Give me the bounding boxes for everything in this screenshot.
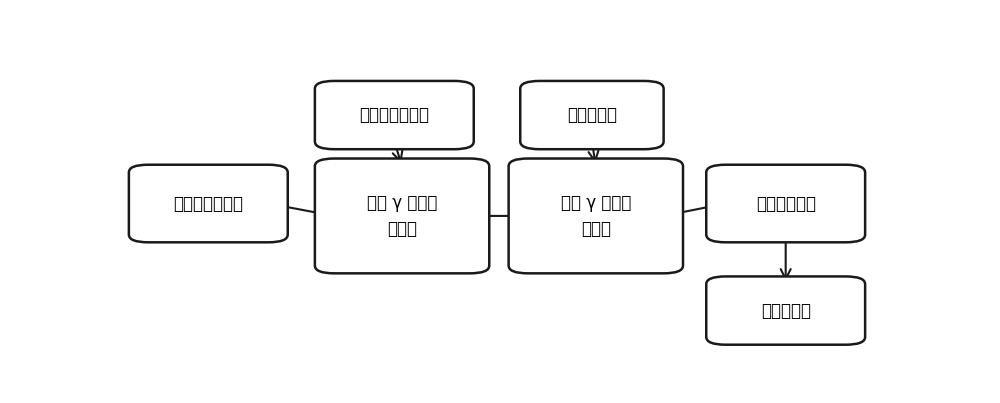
FancyBboxPatch shape: [706, 276, 865, 345]
Text: 一级 γ 型管式
反应器: 一级 γ 型管式 反应器: [367, 194, 437, 238]
Text: 酯化定容液: 酯化定容液: [567, 106, 617, 124]
FancyBboxPatch shape: [315, 158, 489, 273]
Text: 去高温反应: 去高温反应: [761, 301, 811, 320]
FancyBboxPatch shape: [129, 165, 288, 242]
FancyBboxPatch shape: [706, 165, 865, 242]
FancyBboxPatch shape: [520, 81, 664, 149]
Text: 搪玻璃反应釜: 搪玻璃反应釜: [756, 195, 816, 212]
Text: 氯化亚砜缓冲槽: 氯化亚砜缓冲槽: [173, 195, 243, 212]
Text: 三氯乙烷缓冲槽: 三氯乙烷缓冲槽: [359, 106, 429, 124]
Text: 二级 γ 型管式
反应器: 二级 γ 型管式 反应器: [561, 194, 631, 238]
FancyBboxPatch shape: [509, 158, 683, 273]
FancyBboxPatch shape: [315, 81, 474, 149]
